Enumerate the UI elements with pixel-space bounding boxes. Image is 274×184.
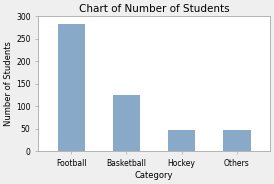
Bar — [113, 95, 140, 151]
Y-axis label: Number of Students: Number of Students — [4, 41, 13, 126]
Bar — [58, 24, 85, 151]
Bar — [223, 130, 250, 151]
Title: Chart of Number of Students: Chart of Number of Students — [79, 4, 229, 14]
X-axis label: Category: Category — [135, 171, 173, 180]
Bar — [168, 130, 195, 151]
